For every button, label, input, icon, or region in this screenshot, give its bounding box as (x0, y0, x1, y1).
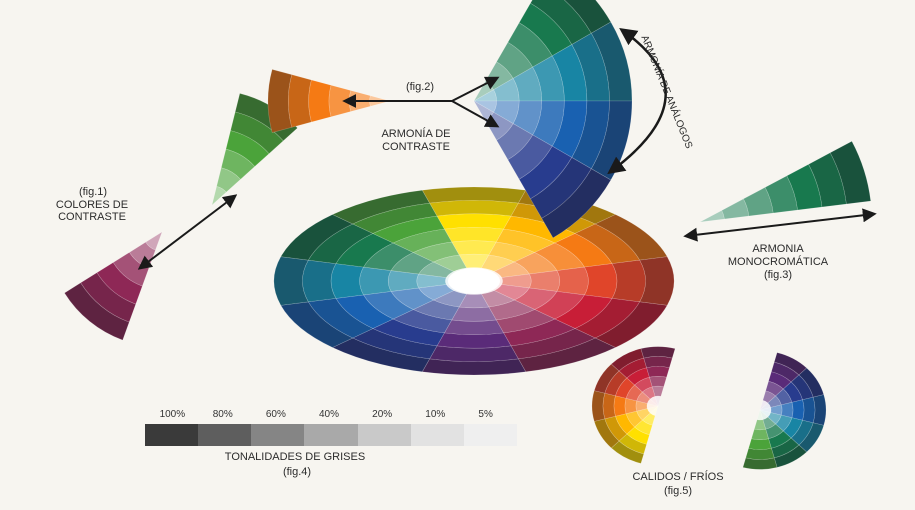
fig5-cool-segment (759, 402, 772, 411)
fig4-fig-label: (fig.4) (282, 466, 312, 478)
main-wheel-segment (359, 266, 392, 296)
fig2-title-line2: CONTRASTE (382, 141, 450, 153)
gray-swatch (251, 424, 305, 446)
fig5-cool-segment (748, 438, 772, 450)
fig5-warm-segment (649, 376, 667, 388)
analogous-label: ARMONÍA DE ANÁLOGOS (639, 33, 697, 150)
main-wheel-segment (451, 306, 497, 322)
fig5-cool-segment (802, 396, 816, 424)
gray-swatch (304, 424, 358, 446)
fig1-fig-label: (fig.1) (78, 186, 108, 198)
fig5-warm-segment (654, 395, 662, 408)
fig5-title: CALIDOS / FRÍOS (632, 471, 724, 483)
fig5-warm-segment (646, 403, 659, 409)
fig2-title-line1: ARMONÍA DE (381, 128, 451, 140)
fig1-title-line1: COLORES DE (55, 199, 129, 211)
fig5-warm-segment (646, 366, 670, 378)
gray-percent-label: 80% (212, 409, 233, 420)
main-wheel-segment (583, 263, 618, 299)
fig2-blue-green-fan (472, 0, 633, 239)
gray-swatch (145, 424, 199, 446)
fig3-green-wedge (699, 140, 872, 223)
main-wheel-segment (556, 266, 589, 296)
fig3-green-band (721, 198, 750, 220)
main-wheel-segment (451, 240, 497, 256)
gray-swatch (357, 424, 411, 446)
fig5-warm-segment (646, 398, 659, 407)
fig5-cool-segment (745, 447, 775, 460)
fig5-warm-half-wheel (591, 346, 676, 464)
fig5-cool-segment (756, 408, 764, 421)
gray-swatch (198, 424, 252, 446)
fig3-title-line1: ARMONIA (752, 243, 804, 255)
wheel-center (448, 268, 500, 294)
fig5-fig-label: (fig.5) (663, 485, 693, 497)
fig5-warm-segment (643, 356, 673, 369)
fig3-title-line2: MONOCROMÁTICA (727, 256, 829, 268)
main-wheel-segment (443, 319, 505, 335)
fig5-warm-segment (649, 405, 659, 416)
analogous-curved-arrow (607, 27, 667, 175)
fig5-cool-segment (751, 428, 769, 440)
fig1-purple-wedge (64, 231, 163, 341)
gray-percent-label: 100% (159, 409, 186, 420)
fig3-double-arrow (683, 208, 877, 242)
gray-percent-label: 60% (265, 409, 286, 420)
fig5-warm-segment (646, 405, 659, 414)
fig4-title: TONALIDADES DE GRISES (224, 451, 366, 463)
fig5-cool-segment (759, 409, 769, 420)
fig5-cool-segment (791, 399, 805, 421)
gray-percent-label: 10% (425, 409, 446, 420)
main-wheel-segment (436, 332, 512, 349)
fig5-cool-segment (759, 407, 772, 413)
gray-swatch (410, 424, 464, 446)
gray-percent-label: 5% (478, 409, 493, 420)
fig3-green-band (699, 210, 725, 223)
fig2-arrow-down (451, 100, 500, 128)
gray-percent-label: 40% (319, 409, 340, 420)
fig5-warm-segment (649, 396, 659, 407)
fig2-fan-segment (472, 89, 497, 102)
fig5-cool-segment (759, 409, 772, 418)
main-wheel-segment (330, 263, 365, 299)
gray-tonal-scale (145, 424, 517, 446)
fig2-orange-band (308, 79, 332, 123)
fig5-cool-half-wheel (742, 352, 827, 470)
gray-percent-label: 20% (372, 409, 393, 420)
main-color-wheel (273, 186, 675, 376)
fig2-fan-segment (472, 100, 497, 113)
fig3-fig-label: (fig.3) (763, 269, 793, 281)
fig3-green-band (829, 140, 872, 205)
fig5-warm-segment (602, 392, 616, 420)
fig5-warm-segment (613, 395, 627, 417)
fig1-title-line2: CONTRASTE (58, 211, 126, 223)
main-wheel-segment (436, 213, 512, 230)
fig2-fig-label: (fig.2) (405, 81, 435, 93)
fig2-orange-band (288, 74, 312, 128)
main-wheel-segment (443, 227, 505, 243)
gray-swatch (463, 424, 517, 446)
fig2-orange-wedge (267, 69, 392, 133)
fig1-double-arrow (137, 194, 238, 270)
fig2-arrow-up (451, 76, 500, 102)
fig5-cool-segment (759, 400, 769, 411)
